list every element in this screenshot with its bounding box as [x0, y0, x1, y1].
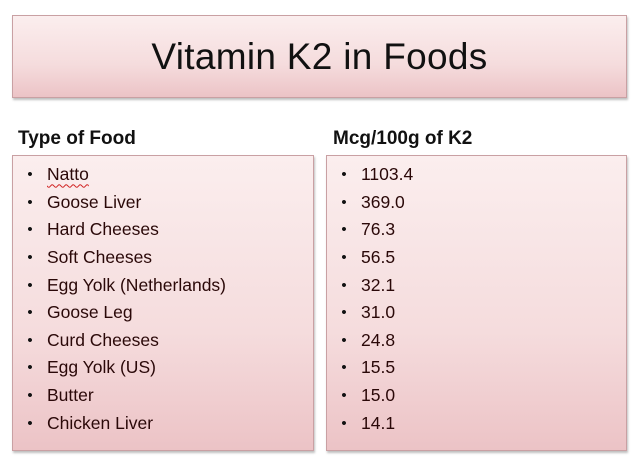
bullet-icon: •: [341, 304, 347, 322]
food-item: • Butter: [13, 382, 313, 410]
k2-value-item: • 56.5: [327, 244, 626, 272]
bullet-icon: •: [341, 414, 347, 432]
bullet-icon: •: [341, 276, 347, 294]
bullet-icon: •: [27, 387, 33, 405]
k2-value-item-text: 369.0: [361, 191, 405, 212]
k2-value-item-text: 32.1: [361, 274, 396, 295]
food-type-header: Type of Food: [18, 128, 136, 149]
food-item: • Goose Leg: [13, 299, 313, 327]
food-item-text: Goose Leg: [47, 302, 133, 323]
food-item: • Goose Liver: [13, 189, 313, 217]
k2-value-item-text: 24.8: [361, 329, 396, 350]
food-item-text: Egg Yolk (Netherlands): [47, 274, 226, 295]
k2-value-item-text: 15.5: [361, 357, 396, 378]
k2-value-item-text: 31.0: [361, 302, 396, 323]
title-box: Vitamin K2 in Foods: [12, 15, 627, 98]
food-item-text: Chicken Liver: [47, 412, 154, 433]
k2-value-item-text: 56.5: [361, 247, 396, 268]
bullet-icon: •: [27, 249, 33, 267]
k2-value-item: • 369.0: [327, 189, 626, 217]
food-item-text: Soft Cheeses: [47, 247, 153, 268]
k2-value-item: • 24.8: [327, 327, 626, 355]
k2-value-item: • 76.3: [327, 216, 626, 244]
k2-value-item-text: 1103.4: [361, 164, 414, 185]
food-item-text: Egg Yolk (US): [47, 357, 156, 378]
bullet-icon: •: [27, 166, 33, 184]
k2-value-item: • 15.5: [327, 354, 626, 382]
k2-value-item: • 31.0: [327, 299, 626, 327]
k2-amount-header: Mcg/100g of K2: [333, 128, 473, 149]
bullet-icon: •: [341, 221, 347, 239]
bullet-icon: •: [27, 276, 33, 294]
bullet-icon: •: [27, 331, 33, 349]
food-type-list: • Natto • Goose Liver • Hard Cheeses • Soft Che…: [13, 156, 313, 437]
bullet-icon: •: [341, 331, 347, 349]
slide-title: Vitamin K2 in Foods: [151, 35, 488, 77]
k2-value-item: • 32.1: [327, 271, 626, 299]
bullet-icon: •: [341, 249, 347, 267]
k2-amount-list: • 1103.4 • 369.0 • 76.3 • 56.5 • 32.1 • 31.0 • 24.8 • 1…: [327, 156, 626, 437]
food-item: • Hard Cheeses: [13, 216, 313, 244]
food-item: • Egg Yolk (Netherlands): [13, 271, 313, 299]
k2-value-item: • 14.1: [327, 409, 626, 437]
bullet-icon: •: [27, 304, 33, 322]
bullet-icon: •: [27, 359, 33, 377]
k2-value-item: • 1103.4: [327, 161, 626, 189]
food-item-text: Hard Cheeses: [47, 219, 159, 240]
k2-value-item-text: 15.0: [361, 385, 396, 406]
bullet-icon: •: [341, 193, 347, 211]
bullet-icon: •: [341, 166, 347, 184]
bullet-icon: •: [341, 359, 347, 377]
bullet-icon: •: [27, 221, 33, 239]
food-type-list-box: • Natto • Goose Liver • Hard Cheeses • Soft Che…: [12, 155, 314, 451]
food-item: • Egg Yolk (US): [13, 354, 313, 382]
food-item-text: Natto: [47, 164, 89, 185]
food-item: • Curd Cheeses: [13, 327, 313, 355]
food-item-text: Butter: [47, 385, 94, 406]
food-item-text: Goose Liver: [47, 191, 142, 212]
k2-amount-list-box: • 1103.4 • 369.0 • 76.3 • 56.5 • 32.1 • 31.0 • 24.8 • 1…: [326, 155, 627, 451]
food-item-text: Curd Cheeses: [47, 329, 159, 350]
food-item: • Natto: [13, 161, 313, 189]
bullet-icon: •: [27, 414, 33, 432]
k2-value-item: • 15.0: [327, 382, 626, 410]
bullet-icon: •: [341, 387, 347, 405]
food-item: • Chicken Liver: [13, 409, 313, 437]
food-item: • Soft Cheeses: [13, 244, 313, 272]
k2-value-item-text: 76.3: [361, 219, 396, 240]
bullet-icon: •: [27, 193, 33, 211]
k2-value-item-text: 14.1: [361, 412, 396, 433]
